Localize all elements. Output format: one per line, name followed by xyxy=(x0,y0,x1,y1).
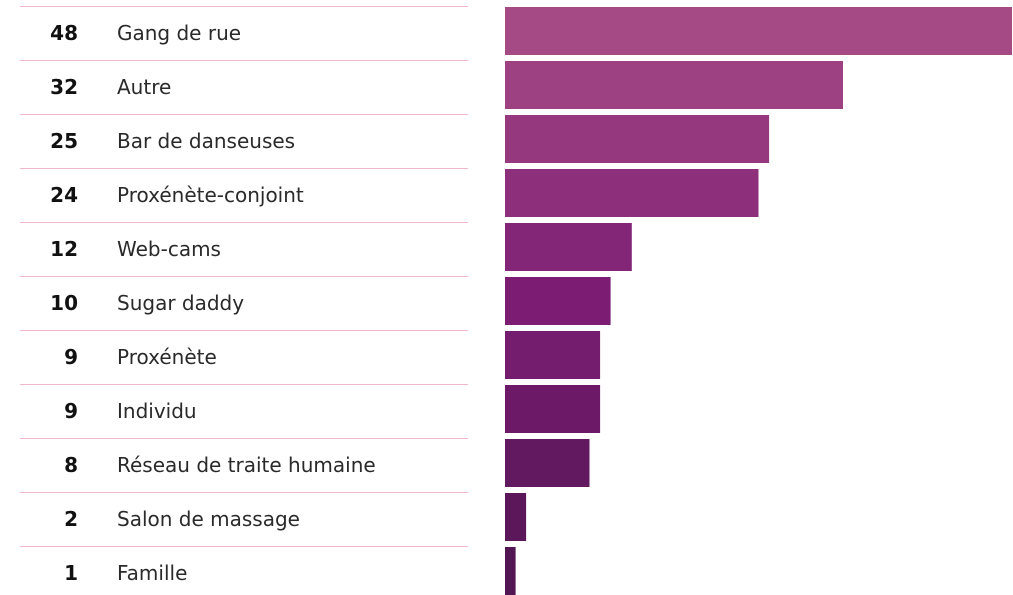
count-label: 48 xyxy=(50,21,78,45)
category-label: Réseau de traite humaine xyxy=(117,453,376,477)
bars xyxy=(505,7,1012,595)
bar xyxy=(505,223,632,271)
count-label: 12 xyxy=(50,237,78,261)
category-labels: Gang de rue Autre Bar de danseuses Proxénèt… xyxy=(117,21,376,585)
category-label: Individu xyxy=(117,399,197,423)
count-label: 24 xyxy=(50,183,78,207)
count-label: 10 xyxy=(50,291,78,315)
count-label: 2 xyxy=(64,507,78,531)
bar xyxy=(505,331,601,379)
bar xyxy=(505,439,590,487)
count-label: 9 xyxy=(64,399,78,423)
category-label: Sugar daddy xyxy=(117,291,244,315)
count-label: 1 xyxy=(64,561,78,585)
category-label: Bar de danseuses xyxy=(117,129,295,153)
bar xyxy=(505,493,527,541)
category-label: Famille xyxy=(117,561,187,585)
bar xyxy=(505,61,843,109)
bar xyxy=(505,385,601,433)
bar xyxy=(505,547,516,595)
category-label: Autre xyxy=(117,75,171,99)
count-label: 8 xyxy=(64,453,78,477)
count-label: 25 xyxy=(50,129,78,153)
category-label: Proxénète xyxy=(117,345,217,369)
category-label: Gang de rue xyxy=(117,21,241,45)
category-label: Web-cams xyxy=(117,237,221,261)
row-dividers xyxy=(20,6,468,547)
category-label: Proxénète-conjoint xyxy=(117,183,304,207)
bar xyxy=(505,169,759,217)
bar xyxy=(505,115,770,163)
bar xyxy=(505,277,611,325)
category-label: Salon de massage xyxy=(117,507,300,531)
count-labels: 48 32 25 24 12 10 9 9 8 2 1 xyxy=(50,21,78,585)
count-label: 9 xyxy=(64,345,78,369)
bar xyxy=(505,7,1012,55)
count-label: 32 xyxy=(50,75,78,99)
